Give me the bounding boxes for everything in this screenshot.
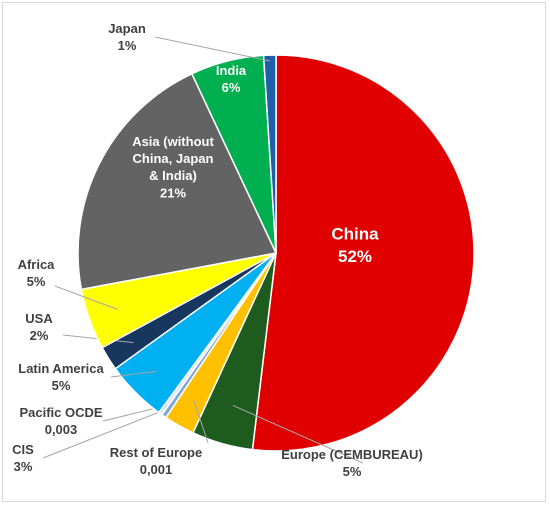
chart-frame: China 52% Europe (CEMBUREAU) 5% Rest of Euro…: [2, 2, 546, 502]
label-line-latin-america: 5%: [52, 378, 71, 393]
label-line-asia: 21%: [160, 185, 186, 200]
label-line-asia: China, Japan: [133, 151, 214, 166]
label-line-cis: CIS: [12, 442, 34, 457]
label-india: India 6%: [216, 63, 247, 95]
label-line-japan: Japan: [108, 21, 146, 36]
label-latin-america: Latin America 5%: [18, 361, 104, 393]
label-line-asia: & India): [149, 168, 197, 183]
label-africa: Africa 5%: [18, 257, 56, 289]
leader-line-japan: [154, 36, 271, 62]
label-line-cis: 3%: [14, 459, 33, 474]
leader-line-europe: [232, 404, 364, 464]
label-europe: Europe (CEMBUREAU) 5%: [281, 447, 423, 479]
slice-asia: [77, 72, 278, 291]
slice-japan: [262, 54, 277, 254]
label-line-asia: Asia (without: [132, 134, 214, 149]
label-line-pacific-ocde: 0,003: [45, 422, 78, 437]
label-usa: USA 2%: [25, 311, 53, 343]
label-line-pacific-ocde: Pacific OCDE: [19, 405, 102, 420]
label-line-china: China: [331, 225, 379, 244]
label-line-usa: USA: [25, 311, 53, 326]
label-rest-of-europe: Rest of Europe 0,001: [110, 445, 202, 477]
label-line-europe: 5%: [343, 464, 362, 479]
label-line-europe: Europe (CEMBUREAU): [281, 447, 423, 462]
label-line-china: 52%: [338, 247, 372, 266]
pie-chart: China 52% Europe (CEMBUREAU) 5% Rest of Euro…: [12, 21, 475, 479]
leader-line-latin-america: [110, 370, 157, 378]
label-line-africa: Africa: [18, 257, 56, 272]
label-line-japan: 1%: [118, 38, 137, 53]
label-china: China 52%: [331, 225, 379, 266]
label-japan: Japan 1%: [108, 21, 146, 53]
label-line-india: India: [216, 63, 247, 78]
label-line-rest-of-europe: 0,001: [140, 462, 173, 477]
leader-line-rest-of-europe: [193, 399, 209, 444]
leader-line-africa: [54, 285, 118, 310]
label-line-usa: 2%: [30, 328, 49, 343]
label-pacific-ocde: Pacific OCDE 0,003: [19, 405, 102, 437]
label-line-india: 6%: [222, 80, 241, 95]
label-line-latin-america: Latin America: [18, 361, 104, 376]
label-line-africa: 5%: [27, 274, 46, 289]
label-cis: CIS 3%: [12, 442, 34, 474]
slice-china: [251, 54, 475, 452]
label-line-rest-of-europe: Rest of Europe: [110, 445, 202, 460]
leader-line-cis: [42, 407, 170, 459]
label-asia: Asia (without China, Japan & India) 21%: [132, 134, 214, 200]
